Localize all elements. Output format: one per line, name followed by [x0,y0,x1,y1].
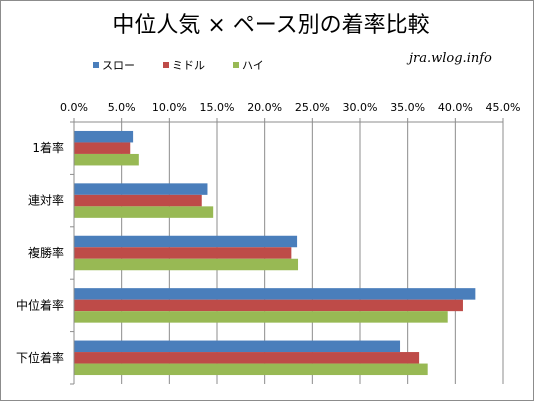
bar-1-4 [74,352,420,364]
legend-swatch [233,62,239,68]
bar-1-2 [74,247,292,259]
x-tick-label: 35.0% [390,101,425,114]
x-tick-label: 0.0% [60,101,88,114]
y-category-label: 下位着率 [16,350,64,365]
legend-item-0: スロー [93,57,135,73]
x-tick-label: 10.0% [152,101,187,114]
x-tick-label: 15.0% [200,101,235,114]
x-tick-label: 20.0% [247,101,282,114]
legend: スロー ミドル ハイ [93,57,292,73]
bar-2-0 [74,153,139,166]
bar-1-3 [74,299,463,312]
x-tick-label: 5.0% [108,101,136,114]
bar-2-2 [74,258,299,271]
legend-swatch [93,62,99,68]
legend-swatch [163,62,169,68]
y-category-label: 1着率 [32,140,64,155]
bar-0-1 [74,183,208,195]
chart-title: 中位人気 × ペース別の着率比較 [112,13,430,38]
legend-label: ミドル [172,59,205,72]
legend-item-1: ミドル [163,57,205,73]
bar-0-0 [74,130,134,143]
x-tick-label: 25.0% [295,101,330,114]
bar-2-4 [74,363,428,376]
bar-2-3 [74,311,448,323]
y-category-label: 中位着率 [16,297,64,312]
legend-label: スロー [102,59,135,72]
bar-1-1 [74,194,202,207]
y-category-label: 連対率 [28,193,64,208]
x-tick-label: 40.0% [438,101,473,114]
x-tick-label: 45.0% [486,101,521,114]
bar-0-3 [74,288,476,300]
watermark: jra.wlog.info [409,51,492,66]
bar-0-4 [74,340,401,353]
bar-2-1 [74,206,214,218]
y-category-label: 複勝率 [28,245,64,260]
bar-1-0 [74,142,131,154]
legend-label: ハイ [242,59,264,72]
legend-item-2: ハイ [233,57,264,73]
bar-0-2 [74,235,298,248]
x-tick-label: 30.0% [343,101,378,114]
